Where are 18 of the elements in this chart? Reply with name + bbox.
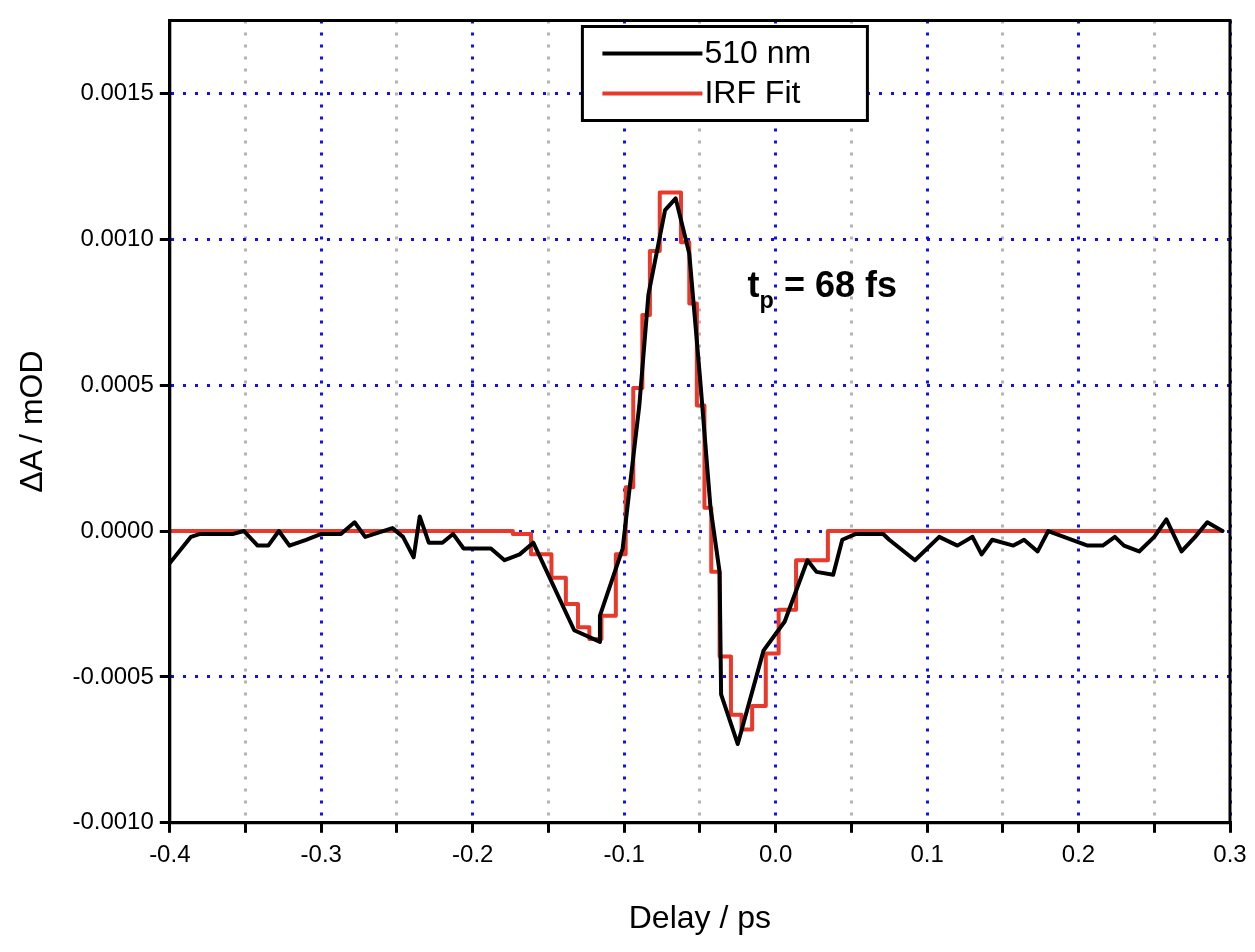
y-tick-label: -0.0010 — [72, 807, 154, 835]
y-tick-label: 0.0010 — [80, 223, 154, 251]
y-tick-label: 0.0000 — [80, 515, 154, 543]
x-tick-label: 0.1 — [910, 839, 944, 867]
x-tick-label: 0.2 — [1061, 839, 1096, 867]
y-tick-label: -0.0005 — [72, 661, 154, 689]
x-tick-label: -0.4 — [149, 839, 191, 867]
x-tick-label: -0.2 — [452, 839, 494, 867]
legend-label: IRF Fit — [704, 74, 801, 111]
y-tick-label: 0.0005 — [80, 369, 154, 397]
x-axis-title: Delay / ps — [628, 898, 772, 935]
x-tick-label: 0.3 — [1213, 839, 1247, 867]
x-tick-label: -0.3 — [300, 839, 342, 867]
legend-label: 510 nm — [704, 34, 812, 71]
x-tick-label: 0.0 — [758, 839, 793, 867]
x-tick-label: -0.1 — [603, 839, 645, 867]
y-tick-label: 0.0015 — [80, 77, 154, 105]
y-axis-title: ΔA / mOD — [13, 350, 50, 493]
